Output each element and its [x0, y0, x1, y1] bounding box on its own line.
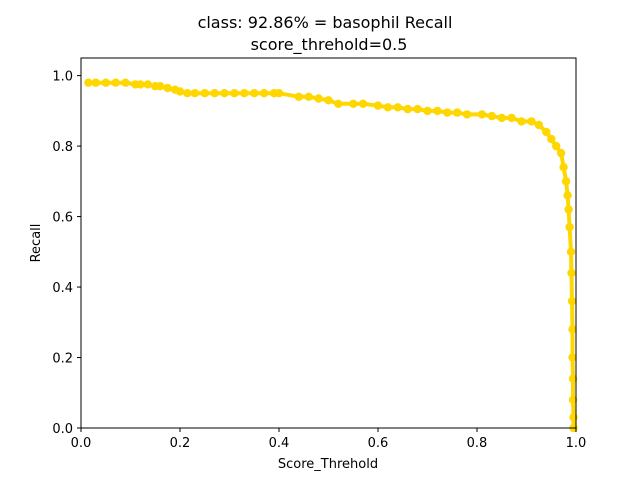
data-point — [373, 101, 383, 110]
data-point — [561, 177, 571, 186]
data-point — [163, 83, 172, 93]
data-point — [568, 325, 577, 334]
y-axis: 0.0 0.2 0.4 0.6 0.8 1.0 — [52, 70, 81, 437]
data-point — [547, 134, 556, 144]
data-point — [507, 113, 516, 123]
data-point — [294, 92, 303, 102]
data-point — [143, 80, 152, 89]
y-tick-label: 1.0 — [52, 70, 73, 85]
data-point — [559, 163, 568, 172]
data-point — [567, 296, 577, 306]
data-point — [462, 110, 472, 119]
data-point — [552, 141, 561, 151]
data-point — [314, 94, 323, 103]
y-tick-label: 0.0 — [52, 422, 73, 437]
data-point — [349, 99, 358, 109]
data-point — [568, 353, 577, 362]
data-point — [91, 78, 101, 87]
y-tick-label: 0.8 — [52, 140, 73, 155]
data-point — [534, 120, 544, 130]
x-tick-label: 0.4 — [269, 436, 290, 451]
data-point — [259, 89, 269, 98]
data-point — [200, 89, 209, 98]
data-point — [156, 82, 165, 91]
data-point — [383, 103, 393, 112]
x-tick-label: 0.6 — [368, 436, 389, 451]
recall-line — [88, 80, 576, 428]
data-point — [564, 205, 573, 214]
data-point — [517, 117, 526, 126]
data-point — [565, 222, 574, 232]
data-point — [240, 89, 249, 98]
data-point — [393, 103, 402, 112]
data-point — [84, 78, 93, 87]
data-point — [274, 89, 284, 98]
data-point — [230, 89, 239, 98]
data-point — [413, 104, 422, 114]
data-point — [358, 99, 368, 109]
y-axis-label: Recall — [29, 224, 44, 263]
x-tick-label: 0.8 — [467, 436, 488, 451]
y-tick-label: 0.6 — [52, 211, 73, 226]
data-point — [175, 87, 185, 96]
x-tick-label: 0.0 — [71, 436, 92, 451]
data-point — [487, 111, 496, 121]
data-point — [497, 113, 506, 123]
data-point — [453, 108, 462, 117]
data-point — [443, 108, 452, 117]
data-point — [183, 89, 192, 98]
x-tick-label: 0.2 — [170, 436, 191, 451]
data-point — [101, 78, 111, 87]
data-point — [304, 92, 313, 102]
data-point — [433, 106, 442, 116]
data-point — [210, 89, 219, 98]
data-point — [121, 78, 130, 87]
data-point — [324, 96, 333, 105]
data-point — [567, 268, 576, 278]
data-point — [527, 117, 536, 126]
data-point — [136, 80, 145, 89]
data-point — [403, 104, 412, 114]
chart-subtitle: score_threhold=0.5 — [251, 35, 408, 55]
data-point — [334, 99, 343, 109]
data-point — [111, 78, 120, 87]
data-point — [563, 191, 572, 200]
chart-title: class: 92.86% = basophil Recall — [198, 13, 453, 32]
data-point — [542, 127, 551, 137]
plot-area — [84, 78, 578, 433]
data-point — [566, 247, 576, 256]
axes-frame — [80, 57, 577, 429]
y-tick-label: 0.4 — [52, 281, 73, 296]
x-tick-label: 1.0 — [566, 436, 587, 451]
data-point — [556, 148, 566, 158]
x-axis-label: Score_Threhold — [278, 457, 378, 472]
data-point — [568, 374, 578, 383]
data-point — [220, 89, 229, 98]
data-point — [190, 89, 200, 98]
data-point — [250, 89, 259, 98]
data-point — [568, 395, 578, 404]
x-axis: 0.0 0.2 0.4 0.6 0.8 1.0 — [71, 428, 587, 451]
y-tick-label: 0.2 — [52, 352, 73, 367]
data-point — [423, 106, 432, 116]
data-point — [477, 110, 487, 119]
